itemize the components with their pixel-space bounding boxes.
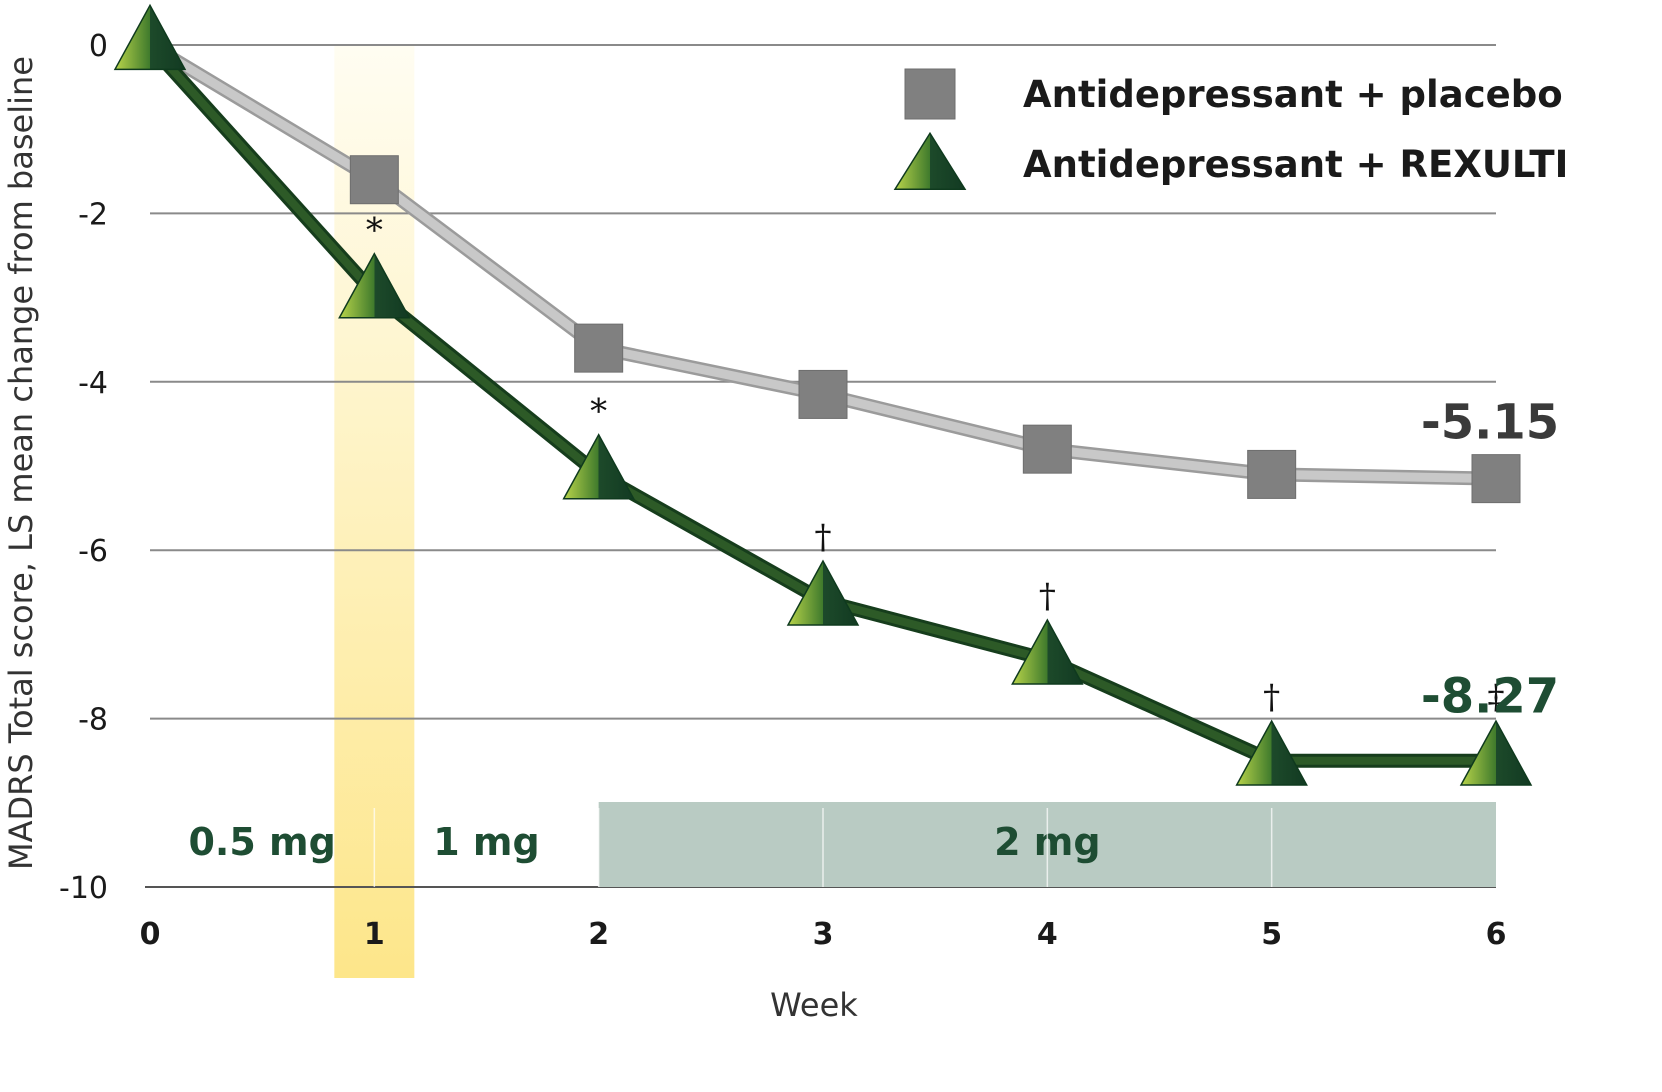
x-tick-label-2: 2 (588, 917, 609, 952)
legend-rexulti-marker (893, 131, 967, 191)
significance-mark-3: † (1039, 577, 1056, 617)
dose-label-0: 0.5 mg (188, 820, 335, 864)
rexulti-point-2 (562, 433, 635, 500)
dose-label-1: 1 mg (433, 820, 539, 864)
rexulti-point-0 (113, 3, 187, 71)
x-axis-label: Week (770, 986, 858, 1024)
significance-mark-4: † (1263, 678, 1280, 718)
x-tick-label-0: 0 (140, 917, 161, 952)
rexulti-point-1 (338, 252, 411, 319)
rexulti-point-5 (1235, 719, 1308, 786)
significance-mark-0: * (366, 210, 383, 250)
x-tick-label-6: 6 (1486, 917, 1507, 952)
y-tick-label-5: -10 (59, 871, 108, 906)
legend-rexulti-label: Antidepressant + REXULTI (1023, 143, 1568, 186)
placebo-point-3 (798, 369, 848, 419)
x-tick-label-5: 5 (1261, 917, 1282, 952)
legend-placebo-label: Antidepressant + placebo (1023, 73, 1563, 116)
end-value-label-1: -8.27 (1421, 669, 1559, 725)
significance-mark-5: ‡ (1488, 678, 1505, 718)
rexulti-point-4 (1011, 618, 1084, 685)
legend-placebo-marker (904, 68, 956, 120)
y-axis-label: MADRS Total score, LS mean change from b… (2, 56, 40, 870)
rexulti-point-3 (786, 559, 860, 626)
y-tick-label-1: -2 (78, 197, 108, 232)
x-tick-label-1: 1 (364, 917, 385, 952)
x-tick-label-3: 3 (813, 917, 834, 952)
placebo-point-6 (1471, 454, 1521, 504)
placebo-point-4 (1022, 424, 1072, 474)
y-tick-label-0: 0 (89, 29, 108, 64)
end-value-label-0: -5.15 (1421, 395, 1559, 451)
y-tick-label-4: -8 (78, 703, 108, 738)
rexulti-point-6 (1459, 719, 1533, 786)
significance-mark-2: † (815, 518, 832, 558)
placebo-point-5 (1247, 449, 1297, 499)
y-tick-label-2: -4 (78, 366, 108, 401)
x-tick-label-4: 4 (1037, 917, 1058, 952)
placebo-point-1 (349, 155, 399, 205)
y-tick-label-3: -6 (78, 534, 108, 569)
significance-mark-1: * (590, 391, 607, 431)
placebo-point-2 (574, 323, 624, 373)
